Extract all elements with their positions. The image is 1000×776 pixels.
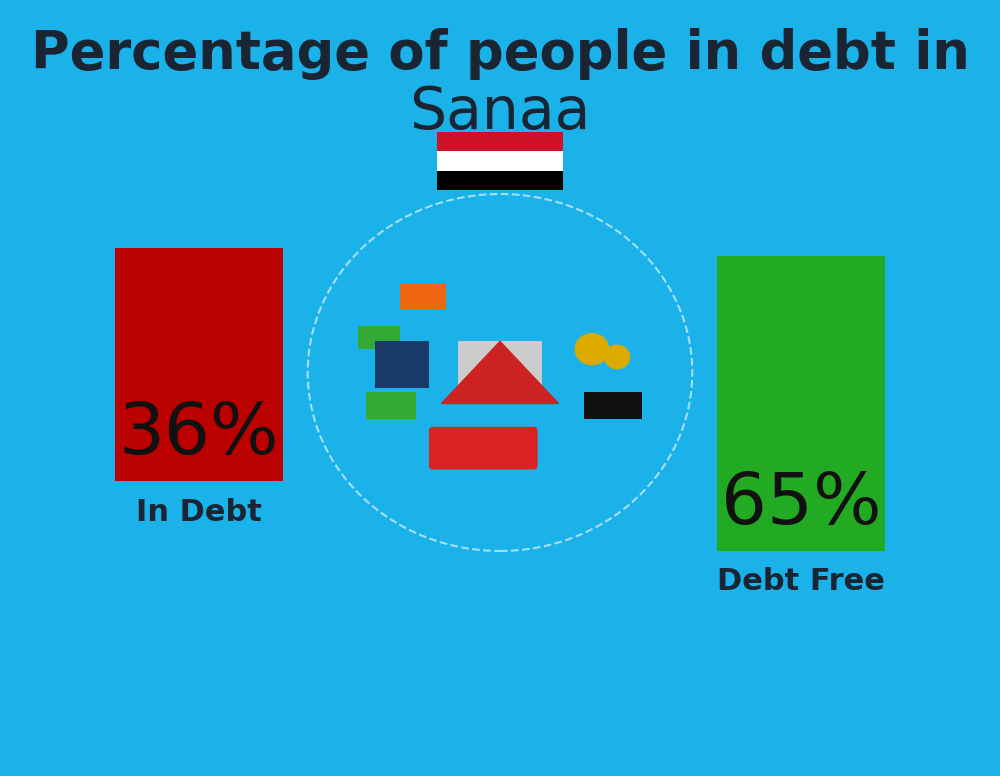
Circle shape bbox=[605, 345, 630, 369]
FancyBboxPatch shape bbox=[437, 171, 563, 190]
Circle shape bbox=[575, 334, 609, 365]
FancyBboxPatch shape bbox=[458, 341, 542, 404]
Polygon shape bbox=[441, 341, 559, 404]
Text: 65%: 65% bbox=[721, 470, 881, 539]
FancyBboxPatch shape bbox=[437, 132, 563, 151]
Text: Percentage of people in debt in: Percentage of people in debt in bbox=[31, 28, 969, 81]
FancyBboxPatch shape bbox=[366, 392, 416, 419]
Text: Debt Free: Debt Free bbox=[717, 567, 885, 597]
FancyBboxPatch shape bbox=[717, 256, 885, 551]
FancyBboxPatch shape bbox=[400, 283, 446, 310]
FancyBboxPatch shape bbox=[437, 151, 563, 171]
Circle shape bbox=[308, 194, 692, 551]
FancyBboxPatch shape bbox=[429, 427, 538, 469]
Text: Sanaa: Sanaa bbox=[409, 84, 591, 141]
FancyBboxPatch shape bbox=[584, 392, 642, 419]
FancyBboxPatch shape bbox=[375, 341, 429, 388]
FancyBboxPatch shape bbox=[115, 248, 283, 481]
FancyBboxPatch shape bbox=[358, 326, 400, 349]
Text: In Debt: In Debt bbox=[136, 497, 262, 527]
Text: 36%: 36% bbox=[119, 400, 279, 469]
